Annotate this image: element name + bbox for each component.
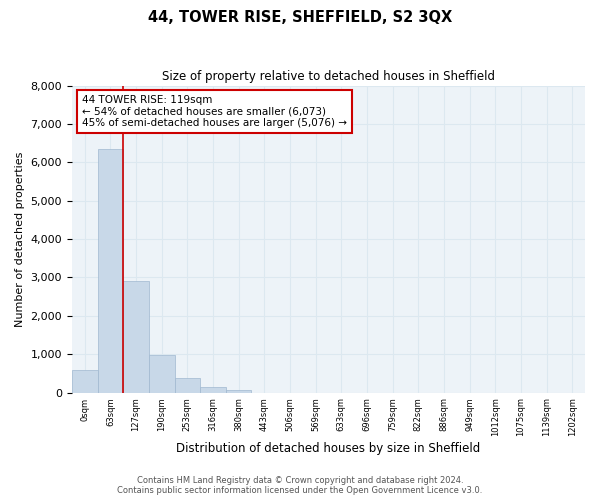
Bar <box>200 387 226 392</box>
Bar <box>149 356 175 393</box>
Text: Contains HM Land Registry data © Crown copyright and database right 2024.
Contai: Contains HM Land Registry data © Crown c… <box>118 476 482 495</box>
Text: 44 TOWER RISE: 119sqm
← 54% of detached houses are smaller (6,073)
45% of semi-d: 44 TOWER RISE: 119sqm ← 54% of detached … <box>82 95 347 128</box>
Bar <box>226 390 251 392</box>
Bar <box>98 149 123 392</box>
X-axis label: Distribution of detached houses by size in Sheffield: Distribution of detached houses by size … <box>176 442 481 455</box>
Bar <box>123 280 149 392</box>
Title: Size of property relative to detached houses in Sheffield: Size of property relative to detached ho… <box>162 70 495 83</box>
Text: 44, TOWER RISE, SHEFFIELD, S2 3QX: 44, TOWER RISE, SHEFFIELD, S2 3QX <box>148 10 452 25</box>
Bar <box>175 378 200 392</box>
Bar <box>72 370 98 392</box>
Y-axis label: Number of detached properties: Number of detached properties <box>15 152 25 327</box>
